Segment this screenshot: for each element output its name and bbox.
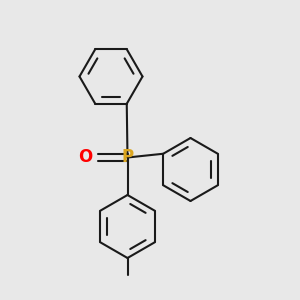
Text: P: P [122,148,134,166]
Text: O: O [78,148,93,166]
